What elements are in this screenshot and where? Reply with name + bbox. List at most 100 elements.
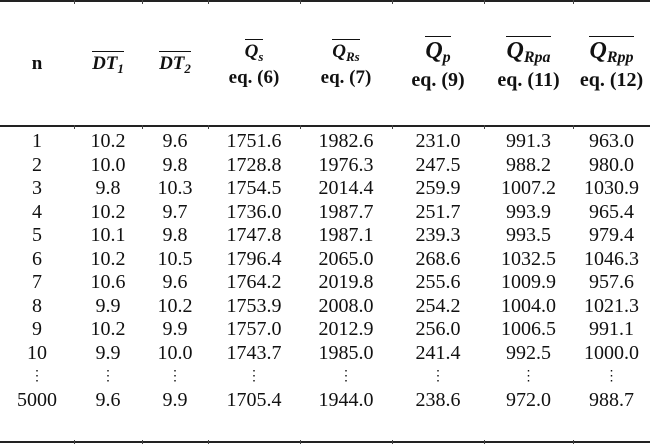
tick — [208, 0, 209, 4]
cell-dt1: 10.2 — [90, 318, 126, 341]
table-row: 8 9.9 10.2 1753.9 2008.0 254.2 1004.0 1021.3 — [0, 295, 650, 319]
table-row: 7 10.6 9.6 1764.2 2019.8 255.6 1009.9 957.6 — [0, 271, 650, 295]
tick — [392, 125, 393, 129]
table-header: n DT1 DT2 Qs eq. (6) QRs eq. (7) Qp eq. … — [0, 2, 650, 126]
cell-dt2: ⋮ — [168, 368, 182, 384]
symbol-main: Q — [589, 36, 607, 64]
tick — [208, 440, 209, 444]
cell-qrs: 1987.7 — [318, 200, 374, 223]
cell-n: 9 — [32, 318, 42, 341]
cell-dt2: 9.9 — [162, 318, 188, 341]
cell-dt1: 9.8 — [95, 177, 121, 200]
cell-n: ⋮ — [30, 368, 44, 384]
table-body: 1 10.2 9.6 1751.6 1982.6 231.0 991.3 963.0 2 10.0… — [0, 126, 650, 412]
header-dt1: DT1 — [74, 2, 142, 126]
header-qp: Qp eq. (9) — [392, 2, 484, 126]
table-row: 3 9.8 10.3 1754.5 2014.4 259.9 1007.2 1030.9 — [0, 177, 650, 201]
cell-qrs: 1976.3 — [318, 153, 374, 176]
cell-qs: 1728.8 — [226, 153, 282, 176]
equation-ref: eq. (6) — [228, 67, 280, 88]
table-row: 10 9.9 10.0 1743.7 1985.0 241.4 992.5 1000.0 — [0, 342, 650, 366]
cell-qrpa: 993.5 — [506, 224, 551, 247]
cell-qrpp: ⋮ — [604, 368, 619, 384]
symbol-main: Q — [332, 39, 346, 62]
table-row: 5 10.1 9.8 1747.8 1987.1 239.3 993.5 979.4 — [0, 224, 650, 248]
equation-ref: eq. (12) — [579, 69, 644, 91]
cell-n: 2 — [32, 153, 42, 176]
cell-qp: 239.3 — [415, 224, 461, 247]
symbol-sub: Rs — [346, 49, 360, 64]
header-dt2: DT2 — [142, 2, 208, 126]
cell-dt2: 9.7 — [162, 200, 188, 223]
cell-qp: ⋮ — [431, 368, 445, 384]
cell-qrpa: 993.9 — [506, 200, 551, 223]
cell-qrs: 2065.0 — [318, 247, 374, 270]
cell-dt2: 10.2 — [157, 294, 193, 317]
header-label: n — [31, 53, 43, 74]
cell-n: 8 — [32, 294, 42, 317]
cell-dt2: 9.6 — [162, 271, 188, 294]
cell-dt2: 9.8 — [162, 153, 188, 176]
cell-qs: 1751.6 — [226, 130, 282, 153]
symbol-main: Q — [244, 39, 259, 62]
table-row: 9 10.2 9.9 1757.0 2012.9 256.0 1006.5 991.1 — [0, 318, 650, 342]
cell-dt2: 9.9 — [162, 388, 188, 411]
cell-dt1: ⋮ — [101, 368, 115, 384]
symbol-qrs: QRs — [332, 39, 360, 65]
top-rule — [0, 0, 650, 2]
cell-n: 5000 — [17, 388, 57, 411]
cell-qs: 1754.5 — [226, 177, 282, 200]
header-qs: Qs eq. (6) — [208, 2, 300, 126]
tick — [208, 125, 209, 129]
cell-qrs: 2008.0 — [318, 294, 374, 317]
symbol-sub: 1 — [117, 61, 124, 76]
tick — [142, 440, 143, 444]
cell-qrs: 1982.6 — [318, 130, 374, 153]
cell-dt1: 9.9 — [95, 341, 121, 364]
symbol-qp: Qp — [425, 36, 451, 67]
header-n: n — [0, 2, 74, 126]
cell-dt2: 9.6 — [162, 130, 188, 153]
cell-qrpp: 980.0 — [589, 153, 634, 176]
cell-n: 10 — [27, 341, 47, 364]
tick — [74, 0, 75, 4]
tick — [142, 125, 143, 129]
cell-qrpa: 992.5 — [506, 341, 551, 364]
symbol-main: Q — [506, 36, 524, 64]
table-row: 2 10.0 9.8 1728.8 1976.3 247.5 988.2 980.0 — [0, 154, 650, 178]
cell-qp: 259.9 — [415, 177, 461, 200]
cell-qs: 1705.4 — [226, 388, 282, 411]
cell-qrpa: 988.2 — [506, 153, 551, 176]
cell-dt2: 10.0 — [157, 341, 193, 364]
cell-qs: 1757.0 — [226, 318, 282, 341]
cell-qrs: 1944.0 — [318, 388, 374, 411]
cell-qrs: 2014.4 — [318, 177, 374, 200]
cell-qrpa: 1032.5 — [501, 247, 556, 270]
header-rule — [0, 125, 650, 127]
cell-qrs: 2019.8 — [318, 271, 374, 294]
cell-dt1: 9.9 — [95, 294, 121, 317]
cell-qp: 255.6 — [415, 271, 461, 294]
cell-qs: 1764.2 — [226, 271, 282, 294]
cell-qp: 254.2 — [415, 294, 461, 317]
cell-qrs: 2012.9 — [318, 318, 374, 341]
symbol-qrpp: QRpp — [589, 36, 634, 67]
symbol-sub: Rpa — [523, 49, 551, 66]
cell-qs: 1736.0 — [226, 200, 282, 223]
tick — [392, 0, 393, 4]
cell-qrpp: 957.6 — [589, 271, 634, 294]
tick — [74, 125, 75, 129]
symbol-dt1: DT1 — [92, 51, 124, 77]
header-qrs: QRs eq. (7) — [300, 2, 392, 126]
cell-qrpp: 988.7 — [589, 388, 634, 411]
cell-qrpp: 963.0 — [589, 130, 634, 153]
cell-dt1: 10.2 — [90, 130, 126, 153]
tick — [300, 440, 301, 444]
cell-qrpa: 1009.9 — [501, 271, 556, 294]
tick — [300, 125, 301, 129]
cell-qrpa: 991.3 — [506, 130, 551, 153]
equation-ref: eq. (7) — [320, 67, 372, 88]
cell-n: 5 — [32, 224, 42, 247]
cell-qrpp: 1021.3 — [584, 294, 639, 317]
tick — [573, 0, 574, 4]
